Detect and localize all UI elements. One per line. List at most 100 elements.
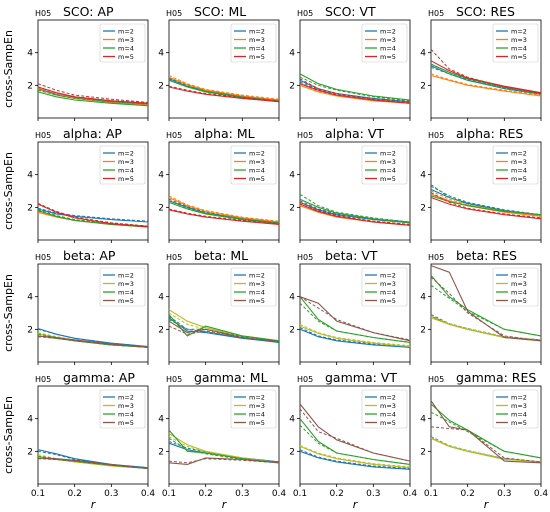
legend-box — [361, 389, 408, 429]
y-tick-label: 2 — [27, 203, 33, 213]
series-line-m=5 — [430, 196, 542, 220]
subject-tag: H05 — [428, 9, 444, 18]
series-line-m=2 — [430, 65, 542, 95]
series-line-m=5 — [299, 296, 411, 342]
x-tick-label: 0.3 — [366, 489, 380, 499]
subplot: H05 alpha: VT 2 4 m=2m=3m=4m=5 — [289, 126, 411, 243]
legend-label: m=3 — [249, 158, 265, 166]
legend-label: m=3 — [380, 402, 396, 410]
y-tick-label: 4 — [420, 171, 426, 181]
series-dashed-line-m=4 — [430, 411, 542, 459]
y-tick-label: 2 — [420, 447, 426, 457]
series-dashed-line-m=5 — [430, 192, 542, 219]
y-tick-label: 2 — [27, 325, 33, 335]
subplot-title: gamma: ML — [194, 370, 268, 385]
legend-label: m=2 — [511, 271, 527, 279]
legend-label: m=4 — [118, 288, 134, 296]
subplot-title: SCO: AP — [63, 4, 114, 19]
series-dashed-line-m=5 — [430, 426, 542, 463]
series-dashed-line-m=2 — [299, 327, 411, 348]
legend-label: m=3 — [118, 280, 134, 288]
series-line-m=5 — [168, 457, 280, 465]
legend-label: m=5 — [249, 297, 265, 305]
series-dashed-line-m=5 — [37, 83, 149, 103]
subplot: H05 beta: ML 2 4 m=2m=3m=4m=5 — [158, 248, 280, 365]
y-tick-label: 2 — [158, 81, 164, 91]
series-dashed-line-m=5 — [430, 49, 542, 94]
legend-label: m=5 — [511, 419, 527, 427]
legend-label: m=5 — [511, 53, 527, 61]
legend-label: m=5 — [380, 297, 396, 305]
subject-tag: H05 — [166, 253, 182, 262]
subject-tag: H05 — [428, 375, 444, 384]
y-tick-label: 2 — [420, 81, 426, 91]
subplot: H05 alpha: RES 2 4 m=2m=3m=4m=5 — [420, 126, 542, 243]
subplot-title: alpha: RES — [456, 126, 523, 141]
series-dashed-line-m=2 — [37, 328, 149, 347]
legend-label: m=3 — [118, 36, 134, 44]
legend-box — [492, 267, 539, 307]
series-line-m=2 — [299, 328, 411, 348]
series-line-m=3 — [430, 437, 542, 463]
y-tick-label: 4 — [420, 49, 426, 59]
legend-label: m=3 — [511, 402, 527, 410]
x-tick-label: 0.2 — [461, 489, 475, 499]
subplot-title: SCO: RES — [456, 4, 515, 19]
legend-box — [492, 145, 539, 185]
y-tick-label: 4 — [289, 415, 295, 425]
legend-box — [99, 145, 146, 185]
series-dashed-line-m=5 — [168, 458, 280, 464]
subplot-title: SCO: VT — [325, 4, 376, 19]
subject-tag: H05 — [297, 253, 313, 262]
legend-label: m=3 — [380, 36, 396, 44]
legend-label: m=3 — [249, 402, 265, 410]
series-dashed-line-m=5 — [430, 276, 542, 342]
x-tick-label: 0.1 — [293, 489, 307, 499]
series-line-m=2 — [168, 200, 280, 224]
legend-label: m=4 — [511, 44, 527, 52]
legend-label: m=4 — [380, 410, 396, 418]
legend-box — [230, 23, 277, 63]
legend-label: m=2 — [118, 393, 134, 401]
legend-label: m=5 — [380, 53, 396, 61]
y-tick-label: 4 — [27, 171, 33, 181]
subplot-title: alpha: VT — [325, 126, 384, 141]
x-tick-label: 0.3 — [104, 489, 118, 499]
x-tick-label: 0.2 — [330, 489, 344, 499]
subplot-title: SCO: ML — [194, 4, 246, 19]
subplot: H05 SCO: RES 2 4 m=2m=3m=4m=5 — [420, 4, 542, 121]
legend-label: m=5 — [249, 175, 265, 183]
y-tick-label: 4 — [289, 293, 295, 303]
series-dashed-line-m=2 — [37, 207, 149, 222]
y-tick-label: 4 — [27, 293, 33, 303]
series-line-m=5 — [37, 335, 149, 348]
subplot: H05 beta: RES 2 4 m=2m=3m=4m=5 — [420, 248, 542, 365]
y-tick-label: 4 — [420, 293, 426, 303]
series-dashed-line-m=4 — [430, 184, 542, 216]
x-tick-label: 0.4 — [534, 489, 549, 499]
y-axis-label: cross-SampEn — [2, 152, 15, 230]
series-line-m=2 — [299, 450, 411, 470]
y-tick-label: 2 — [158, 325, 164, 335]
series-line-m=5 — [37, 203, 149, 228]
y-tick-label: 4 — [158, 415, 164, 425]
series-dashed-line-m=4 — [430, 66, 542, 95]
series-line-m=2 — [37, 208, 149, 223]
x-tick-label: 0.3 — [497, 489, 511, 499]
x-tick-label: 0.4 — [272, 489, 287, 499]
x-tick-label: 0.2 — [68, 489, 82, 499]
subplot: H05 alpha: AP 2 4 m=2m=3m=4m=5 cross-SampEn — [2, 126, 149, 243]
series-line-m=4 — [299, 198, 411, 224]
y-axis-label: cross-SampEn — [2, 30, 15, 108]
subplot-title: gamma: AP — [63, 370, 135, 385]
subplot: H05 alpha: ML 2 4 m=2m=3m=4m=5 — [158, 126, 280, 243]
subject-tag: H05 — [166, 9, 182, 18]
y-tick-label: 2 — [289, 81, 295, 91]
y-tick-label: 4 — [289, 49, 295, 59]
y-tick-label: 2 — [420, 203, 426, 213]
y-tick-label: 4 — [27, 415, 33, 425]
subplot-title: beta: VT — [325, 248, 378, 263]
plot-frame — [168, 263, 280, 363]
series-line-m=5 — [168, 86, 280, 103]
subject-tag: H05 — [428, 131, 444, 140]
